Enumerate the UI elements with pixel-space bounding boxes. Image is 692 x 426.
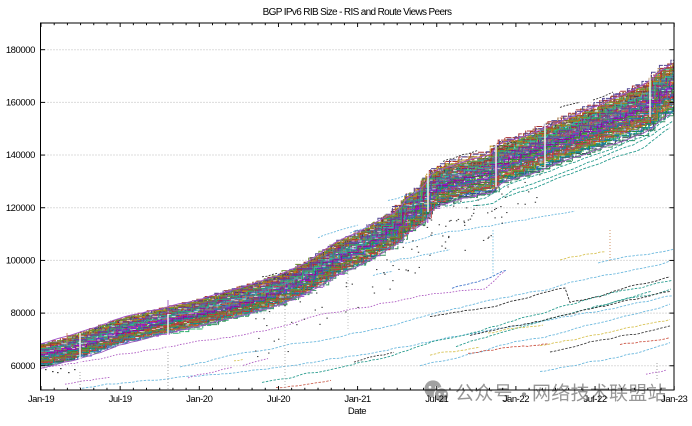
svg-text:100000: 100000 <box>6 256 35 267</box>
svg-text:140000: 140000 <box>6 150 35 161</box>
svg-text:Jul-20: Jul-20 <box>267 394 290 405</box>
svg-text:Date: Date <box>348 406 366 417</box>
svg-text:公众号 网络技术联盟站: 公众号 网络技术联盟站 <box>455 383 667 405</box>
svg-text:Jan-21: Jan-21 <box>344 394 371 405</box>
svg-text:60000: 60000 <box>11 361 35 372</box>
svg-text:BGP IPv6 RIB Size - RIS and Ro: BGP IPv6 RIB Size - RIS and Route Views … <box>263 7 452 18</box>
svg-text:120000: 120000 <box>6 203 35 214</box>
svg-text:Jul-19: Jul-19 <box>109 394 132 405</box>
svg-text:Jan-19: Jan-19 <box>28 394 55 405</box>
svg-text:160000: 160000 <box>6 98 35 109</box>
svg-text:Jul-21: Jul-21 <box>425 394 448 405</box>
svg-text:Jan-22: Jan-22 <box>503 394 530 405</box>
svg-text:Jan-23: Jan-23 <box>661 394 688 405</box>
svg-text:80000: 80000 <box>11 308 35 319</box>
svg-text:180000: 180000 <box>6 45 35 56</box>
svg-text:Jul-22: Jul-22 <box>584 394 607 405</box>
svg-text:Jan-20: Jan-20 <box>186 394 213 405</box>
